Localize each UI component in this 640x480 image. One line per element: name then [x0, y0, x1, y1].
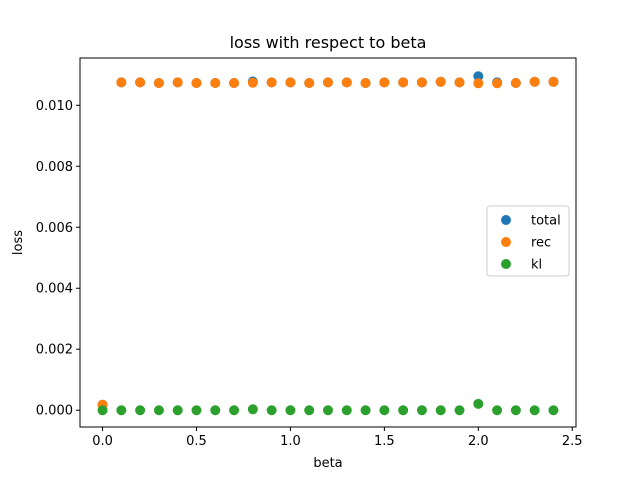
data-marks — [97, 71, 559, 416]
point-rec — [172, 77, 183, 88]
point-kl — [135, 405, 146, 416]
legend-marker-kl — [501, 259, 511, 269]
x-axis-label: beta — [313, 456, 342, 471]
y-tick-label: 0.006 — [36, 221, 73, 236]
point-rec — [416, 77, 427, 88]
point-total — [473, 71, 484, 82]
point-rec — [153, 78, 164, 89]
point-rec — [529, 76, 540, 87]
point-rec — [398, 77, 409, 88]
point-kl — [379, 405, 390, 416]
x-tick-label: 2.0 — [468, 434, 489, 449]
legend-label-kl: kl — [531, 258, 542, 273]
point-kl — [191, 405, 202, 416]
y-tick-label: 0.000 — [36, 404, 73, 419]
legend-label-total: total — [531, 214, 561, 229]
point-kl — [341, 405, 352, 416]
point-kl — [97, 405, 108, 416]
legend-marker-rec — [501, 237, 511, 247]
y-tick-label: 0.010 — [36, 99, 73, 114]
point-rec — [454, 77, 465, 88]
point-kl — [473, 398, 484, 409]
point-kl — [510, 405, 521, 416]
point-rec — [473, 78, 484, 89]
legend: total rec kl — [486, 205, 570, 277]
point-rec — [135, 77, 146, 88]
point-kl — [285, 405, 296, 416]
point-rec — [116, 77, 127, 88]
point-rec — [266, 77, 277, 88]
legend-label-rec: rec — [531, 236, 551, 251]
y-axis-label: loss — [11, 230, 26, 255]
point-kl — [153, 405, 164, 416]
point-rec — [492, 78, 503, 89]
x-tick-label: 0.0 — [92, 434, 113, 449]
x-tick-label: 2.5 — [562, 434, 583, 449]
point-kl — [454, 405, 465, 416]
point-kl — [492, 405, 503, 416]
point-kl — [172, 405, 183, 416]
point-rec — [360, 78, 371, 89]
point-rec — [323, 77, 333, 88]
point-rec — [435, 76, 446, 87]
legend-marker-total — [501, 215, 511, 225]
point-kl — [398, 405, 409, 416]
x-tick-label: 1.5 — [374, 434, 395, 449]
point-kl — [266, 405, 277, 416]
chart-title: loss with respect to beta — [230, 33, 427, 52]
point-rec — [285, 77, 296, 88]
point-rec — [510, 78, 521, 89]
y-tick-label: 0.002 — [36, 343, 73, 358]
point-rec — [247, 77, 258, 88]
x-tick-label: 0.5 — [186, 434, 207, 449]
point-kl — [210, 405, 221, 416]
x-tick-label: 1.0 — [280, 434, 301, 449]
point-kl — [304, 405, 315, 416]
point-rec — [304, 78, 315, 89]
point-rec — [341, 77, 352, 88]
point-rec — [548, 76, 559, 87]
point-kl — [323, 405, 333, 416]
point-kl — [416, 405, 427, 416]
y-tick-label: 0.008 — [36, 160, 73, 175]
y-tick-label: 0.004 — [36, 282, 73, 297]
point-rec — [229, 78, 240, 89]
x-axis-ticks: 0.0 0.5 1.0 1.5 2.0 2.5 — [92, 427, 583, 449]
series-kl — [97, 398, 559, 416]
y-axis-ticks: 0.000 0.002 0.004 0.006 0.008 0.010 — [36, 99, 80, 419]
point-rec — [379, 77, 390, 88]
plot-frame — [79, 57, 577, 428]
point-kl — [548, 405, 559, 416]
point-kl — [529, 405, 540, 416]
point-kl — [116, 405, 127, 416]
point-rec — [210, 78, 221, 89]
point-kl — [247, 404, 258, 415]
point-kl — [360, 405, 371, 416]
point-kl — [229, 405, 240, 416]
point-rec — [191, 78, 202, 89]
series-rec — [97, 76, 559, 410]
point-kl — [435, 405, 446, 416]
